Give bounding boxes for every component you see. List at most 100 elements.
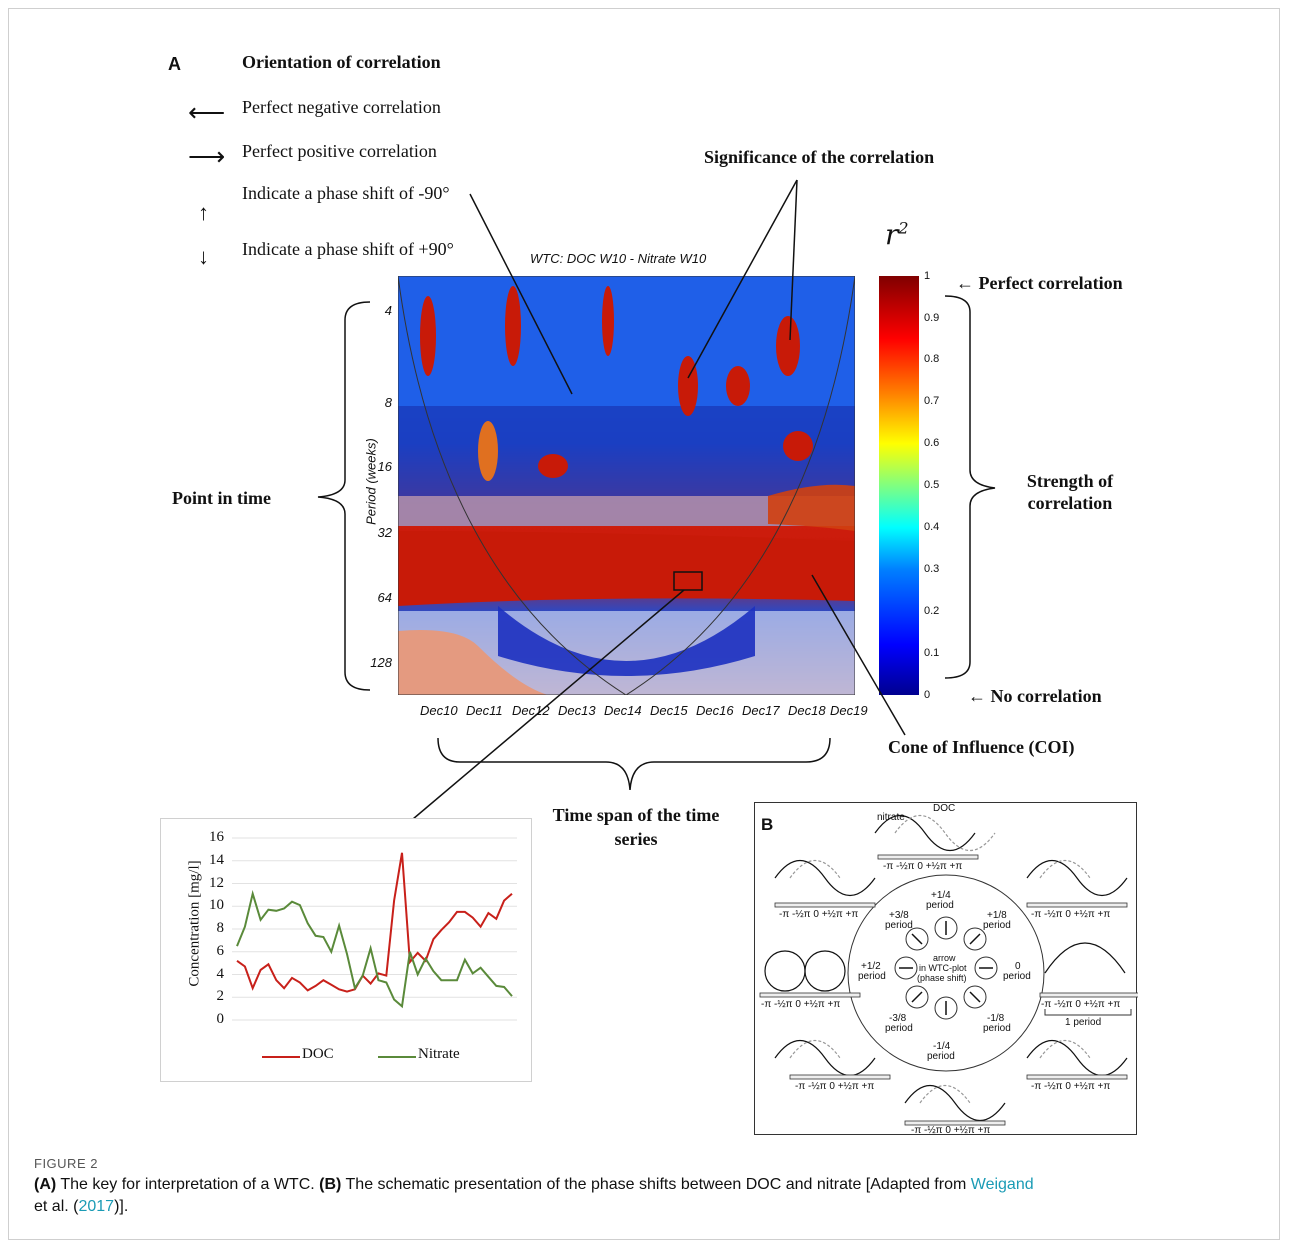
wtc-title: WTC: DOC W10 - Nitrate W10 xyxy=(530,251,707,266)
line-chart-svg xyxy=(232,837,517,1021)
year-link[interactable]: 2017 xyxy=(78,1198,115,1215)
r-squared-label: r2 xyxy=(885,218,909,251)
legend-positive: Perfect positive correlation xyxy=(242,141,437,161)
up-arrow-icon: ↑ xyxy=(198,200,209,225)
colorbar-tick: 0.8 xyxy=(924,353,940,365)
legend-nitrate-label: Nitrate xyxy=(418,1046,460,1062)
x-tick: Dec13 xyxy=(558,703,596,718)
colorbar-tick: 1 xyxy=(924,270,931,282)
caption-a-tag: (A) xyxy=(34,1176,57,1193)
y-tick: 32 xyxy=(377,525,392,540)
x-tick: Dec16 xyxy=(696,703,734,718)
chart-y-tick: 2 xyxy=(216,988,225,1005)
down-arrow-icon: ↓ xyxy=(198,244,209,269)
b-axis-ticks: -π -½π 0 +½π +π xyxy=(795,1081,875,1092)
phase-p38: +3/8 xyxy=(889,910,909,921)
r2-base: r xyxy=(885,218,899,251)
center-wtc-text: in WTC-plot xyxy=(919,963,967,973)
colorbar-tick: 0.1 xyxy=(924,647,940,659)
b-axis-ticks: -π -½π 0 +½π +π xyxy=(1031,909,1111,920)
one-period-label: 1 period xyxy=(1065,1017,1102,1028)
colorbar-tick: 0.5 xyxy=(924,479,940,491)
figure-frame xyxy=(8,8,1280,1240)
phase-period: period xyxy=(858,971,886,982)
author-link[interactable]: Weigand xyxy=(970,1176,1034,1193)
chart-y-tick: 12 xyxy=(209,874,224,891)
phase-p18: +1/8 xyxy=(987,910,1007,921)
colorbar xyxy=(879,276,919,695)
chart-y-tick: 16 xyxy=(209,829,224,845)
caption-a-text: The key for interpretation of a WTC. xyxy=(56,1176,320,1193)
phase-period: period xyxy=(927,1051,955,1062)
colorbar-tick: 0.6 xyxy=(924,437,940,449)
y-tick: 16 xyxy=(377,459,392,474)
b-axis-ticks: -π -½π 0 +½π +π xyxy=(779,909,859,920)
caption-line2-post: )]. xyxy=(114,1198,129,1215)
strength-label: Strength of correlation xyxy=(1026,471,1114,513)
phase-m18: -1/8 xyxy=(987,1013,1005,1024)
x-tick: Dec11 xyxy=(466,703,503,718)
right-arrow-icon: ⟶ xyxy=(188,142,226,171)
b-axis-ticks: -π -½π 0 +½π +π xyxy=(1041,999,1121,1010)
caption-b-tag: (B) xyxy=(319,1176,342,1193)
figure-label: FIGURE 2 xyxy=(34,1156,98,1171)
legend-doc-label: DOC xyxy=(302,1046,334,1062)
chart-y-tick: 0 xyxy=(216,1011,225,1027)
panel-b-box: B DOC nitrate -π -½π 0 +½π +π -π -½π xyxy=(754,802,1138,1136)
chart-y-tick: 6 xyxy=(216,942,225,959)
x-tick: Dec18 xyxy=(788,703,826,718)
doc-wave-label: DOC xyxy=(933,803,956,814)
phase-period: period xyxy=(926,900,954,911)
y-tick: 128 xyxy=(370,655,392,670)
b-axis-ticks: -π -½π 0 +½π +π xyxy=(911,1125,991,1136)
caption-b-text: The schematic presentation of the phase … xyxy=(341,1176,971,1193)
figure-caption: (A) The key for interpretation of a WTC.… xyxy=(34,1174,1264,1218)
legend-minus90: Indicate a phase shift of -90° xyxy=(242,183,450,203)
legend-nitrate-swatch xyxy=(378,1056,416,1058)
phase-period: period xyxy=(885,1023,913,1034)
perfect-correlation-label: ← Perfect correlation xyxy=(956,273,1123,293)
colorbar-tick: 0.7 xyxy=(924,395,940,407)
colorbar-tick: 0 xyxy=(924,689,931,701)
b-axis-ticks: -π -½π 0 +½π +π xyxy=(883,861,963,872)
b-axis-ticks: -π -½π 0 +½π +π xyxy=(1031,1081,1111,1092)
y-tick: 8 xyxy=(384,395,392,410)
wtc-heatmap xyxy=(398,276,855,695)
x-tick: Dec14 xyxy=(604,703,642,718)
phase-period: period xyxy=(885,920,913,931)
colorbar-tick: 0.9 xyxy=(924,312,940,324)
no-correlation-label: ← No correlation xyxy=(968,686,1102,706)
left-arrow-icon: ⟵ xyxy=(188,98,226,127)
chart-y-tick: 8 xyxy=(216,920,225,936)
r2-superscript: 2 xyxy=(898,218,909,238)
legend-plus90: Indicate a phase shift of +90° xyxy=(242,239,454,259)
y-tick: 64 xyxy=(377,590,392,605)
panel-a-label: A xyxy=(168,54,181,74)
colorbar-tick: 0.2 xyxy=(924,605,940,617)
phase-diagram xyxy=(759,815,1138,1126)
phase-m14: -1/4 xyxy=(933,1041,951,1052)
x-tick: Dec15 xyxy=(650,703,688,718)
chart-y-tick: 4 xyxy=(216,965,225,982)
coi-label: Cone of Influence (COI) xyxy=(888,737,1075,757)
x-tick: Dec19 xyxy=(830,703,868,718)
phase-m38: -3/8 xyxy=(889,1013,907,1024)
colorbar-tick: 0.3 xyxy=(924,563,940,575)
x-tick: Dec17 xyxy=(742,703,780,718)
chart-y-tick: 14 xyxy=(209,851,224,868)
series-line-doc xyxy=(236,852,513,993)
phase-p14: +1/4 xyxy=(931,890,951,901)
y-tick: 4 xyxy=(384,303,392,318)
phase-period: period xyxy=(1003,971,1031,982)
legend-doc-swatch xyxy=(262,1056,300,1058)
timespan-label: Time span of the time series xyxy=(552,805,720,849)
caption-line2-pre: et al. ( xyxy=(34,1198,79,1215)
legend-negative: Perfect negative correlation xyxy=(242,97,441,117)
phase-period: period xyxy=(983,1023,1011,1034)
panel-b-label: B xyxy=(761,815,774,834)
x-tick: Dec10 xyxy=(420,703,458,718)
center-arrow-text: arrow xyxy=(933,953,956,963)
orientation-title: Orientation of correlation xyxy=(242,52,441,72)
x-tick: Dec12 xyxy=(512,703,550,718)
